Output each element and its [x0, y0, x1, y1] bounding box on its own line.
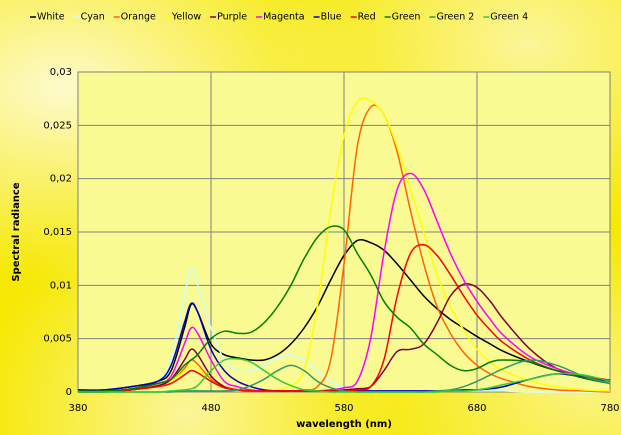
- x-tick-label: 480: [201, 403, 220, 414]
- y-axis-title: Spectral radiance: [11, 182, 22, 282]
- series-line: [77, 172, 611, 393]
- y-tick-label: 0: [66, 387, 72, 398]
- x-tick-label: 380: [68, 403, 87, 414]
- series-line: [77, 97, 611, 393]
- legend-label: Purple: [217, 12, 247, 23]
- legend-label: Green 4: [490, 12, 528, 23]
- series-line: [77, 268, 610, 393]
- legend-label: Blue: [321, 12, 342, 23]
- legend-label: Yellow: [171, 12, 201, 23]
- legend-label: Orange: [121, 12, 156, 23]
- y-tick-label: 0,015: [43, 227, 72, 238]
- y-tick-label: 0,005: [43, 334, 72, 345]
- x-tick-label: 580: [334, 403, 353, 414]
- y-tick-label: 0,03: [50, 67, 72, 78]
- y-tick-label: 0,01: [50, 280, 72, 291]
- y-tick-label: 0,025: [43, 120, 72, 131]
- series-line: [77, 243, 611, 393]
- x-tick-label: 680: [467, 403, 486, 414]
- legend-label: Cyan: [81, 12, 105, 23]
- series-line: [77, 225, 611, 392]
- series-line: [78, 359, 611, 393]
- series-line: [78, 357, 611, 393]
- legend-label: Magenta: [263, 12, 304, 23]
- legend-label: Green: [392, 12, 421, 23]
- legend-label: Green 2: [436, 12, 474, 23]
- x-axis-title: wavelength (nm): [296, 419, 392, 430]
- legend-label: White: [37, 12, 65, 23]
- y-tick-label: 0,02: [50, 174, 72, 185]
- legend-label: Red: [358, 12, 376, 23]
- x-tick-label: 780: [600, 403, 619, 414]
